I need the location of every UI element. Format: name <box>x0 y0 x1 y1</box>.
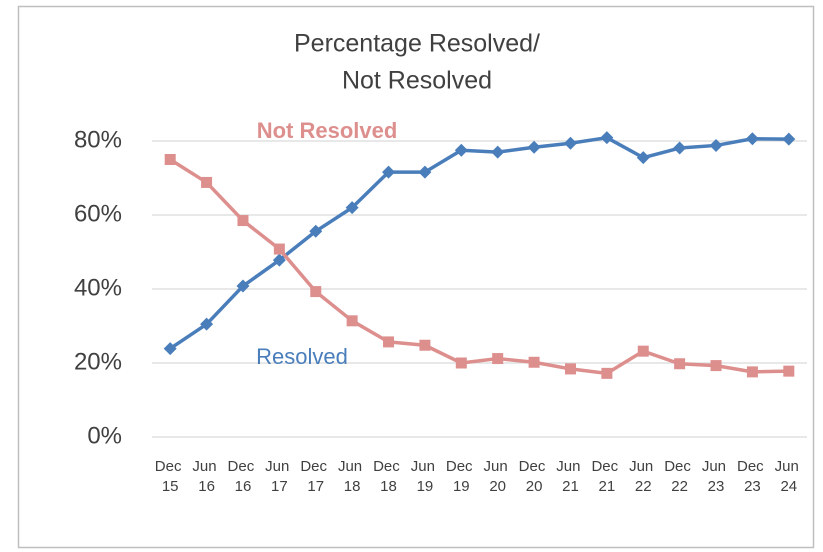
data-point <box>674 358 686 370</box>
data-point <box>637 345 649 357</box>
x-tick-label: Jun 24 <box>775 458 803 495</box>
data-point <box>746 366 758 378</box>
data-point <box>563 136 577 150</box>
data-point <box>600 131 614 145</box>
x-tick-label: Dec 18 <box>373 458 404 495</box>
data-point <box>527 140 541 154</box>
data-point <box>382 165 396 179</box>
x-tick-label: Dec 20 <box>519 458 550 495</box>
x-tick-label: Jun 17 <box>265 458 293 495</box>
y-tick-label: 0% <box>87 422 122 449</box>
data-point <box>383 336 395 348</box>
data-point <box>745 132 759 146</box>
y-tick-label: 20% <box>74 348 122 375</box>
x-tick-label: Dec 15 <box>155 458 186 495</box>
x-tick-label: Dec 21 <box>591 458 622 495</box>
x-tick-label: Dec 16 <box>228 458 259 495</box>
x-tick-label: Dec 17 <box>300 458 331 495</box>
data-point <box>564 363 576 375</box>
data-point <box>236 279 250 293</box>
x-tick-label: Jun 16 <box>192 458 220 495</box>
series-line <box>169 158 789 376</box>
x-tick-label: Jun 18 <box>338 458 366 495</box>
data-point <box>419 339 431 351</box>
data-point <box>492 353 504 365</box>
data-point <box>164 154 176 165</box>
x-tick-label: Jun 22 <box>629 458 657 495</box>
y-tick-label: 40% <box>74 274 122 301</box>
y-tick-label: 60% <box>74 200 122 227</box>
x-tick-label: Jun 21 <box>556 458 584 495</box>
data-point <box>782 132 796 146</box>
series-label: Not Resolved <box>257 118 398 143</box>
x-tick-label: Dec 19 <box>446 458 477 495</box>
data-point <box>528 356 540 368</box>
data-point <box>636 151 650 165</box>
data-point <box>709 138 723 152</box>
data-point <box>310 286 322 298</box>
data-point <box>346 315 358 327</box>
x-tick-label: Jun 19 <box>411 458 439 495</box>
data-point <box>601 367 613 379</box>
data-point <box>200 317 214 331</box>
x-tick-label: Jun 20 <box>484 458 512 495</box>
data-point <box>455 357 467 369</box>
data-point <box>673 141 687 155</box>
data-point <box>345 201 359 215</box>
x-tick-label: Jun 23 <box>702 458 730 495</box>
x-tick-label: Dec 23 <box>737 458 768 495</box>
data-point <box>237 215 249 227</box>
y-tick-label: 80% <box>74 126 122 153</box>
data-point <box>710 360 722 372</box>
data-point <box>418 165 432 179</box>
chart-title: Not Resolved <box>342 67 492 95</box>
x-tick-label: Dec 22 <box>664 458 695 495</box>
chart-title: Percentage Resolved/ <box>294 30 540 58</box>
data-point <box>491 145 505 159</box>
data-point <box>273 243 285 255</box>
data-point <box>201 176 213 188</box>
data-point <box>272 253 286 267</box>
data-point <box>783 365 795 377</box>
data-point <box>454 143 468 157</box>
chart-frame <box>17 5 815 549</box>
data-point <box>163 342 177 356</box>
data-point <box>309 224 323 238</box>
series-label: Resolved <box>256 344 348 369</box>
